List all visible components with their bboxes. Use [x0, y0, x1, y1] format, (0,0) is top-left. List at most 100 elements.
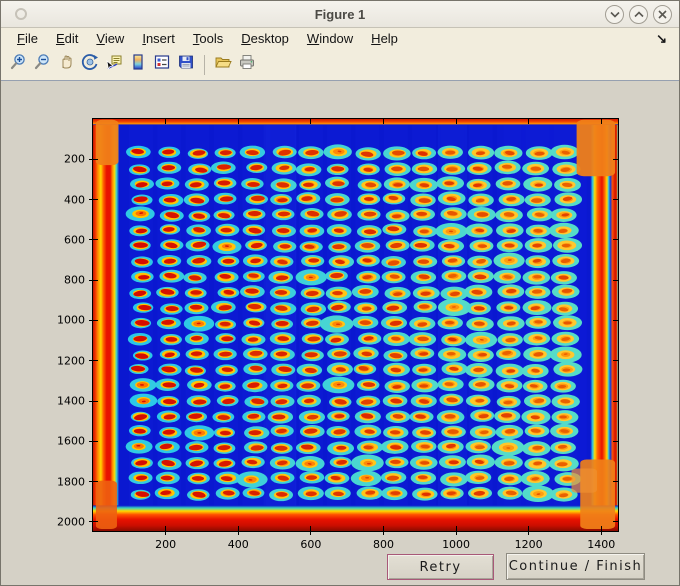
y-tick-mark [613, 239, 618, 241]
y-tick-mark [613, 279, 618, 281]
zoom-in-icon [9, 53, 27, 76]
menu-item-edit[interactable]: Edit [55, 31, 79, 46]
close-button[interactable] [653, 4, 672, 24]
menubar: File Edit View Insert Tools Desktop Window Help… [1, 28, 679, 49]
zoom-out-button[interactable] [30, 53, 54, 77]
x-tick-mark [455, 532, 457, 535]
menu-item-file[interactable]: File [17, 31, 38, 46]
rotate-icon [81, 53, 99, 76]
y-tick-mark [89, 319, 92, 321]
x-tick-mark [165, 119, 167, 124]
y-tick-mark [613, 158, 618, 160]
x-tick-mark [382, 119, 384, 124]
data-cursor-button[interactable] [102, 53, 126, 77]
legend-icon [153, 53, 171, 76]
x-tick-label: 800 [372, 538, 394, 551]
x-tick-label: 600 [300, 538, 322, 551]
x-tick-mark [310, 119, 312, 124]
figure-canvas: 200 400 600 800 1000 1200 1400 200 400 600 800 1000… [1, 81, 679, 585]
y-tick-mark [89, 400, 92, 402]
x-tick-label: 400 [227, 538, 249, 551]
x-tick-mark [455, 119, 457, 124]
x-tick-mark [600, 532, 602, 535]
x-tick-mark [528, 526, 530, 531]
x-tick-mark [165, 532, 167, 535]
insert-legend-button[interactable] [150, 53, 174, 77]
y-tick-mark [613, 521, 618, 523]
continue-finish-button[interactable]: Continue / Finish [506, 553, 645, 580]
toolbar-separator [204, 54, 205, 75]
window-menu-button[interactable] [15, 8, 27, 20]
y-tick-mark [93, 239, 98, 241]
plot-axes[interactable] [92, 118, 619, 532]
rotate-3d-button[interactable] [78, 53, 102, 77]
zoom-in-button[interactable] [6, 53, 30, 77]
x-tick-label: 1000 [442, 538, 471, 551]
x-tick-mark [237, 526, 239, 531]
maximize-button[interactable] [629, 4, 648, 24]
x-tick-mark [528, 532, 530, 535]
x-tick-label: 200 [155, 538, 177, 551]
pan-button[interactable] [54, 53, 78, 77]
y-tick-mark [613, 481, 618, 483]
zoom-out-icon [33, 53, 51, 76]
y-tick-mark [93, 360, 98, 362]
y-tick-mark [89, 239, 92, 241]
x-tick-mark [382, 526, 384, 531]
y-tick-label: 2000 [57, 515, 85, 529]
colorbar-icon [129, 53, 147, 76]
x-tick-mark [310, 532, 312, 535]
minimize-button[interactable] [605, 4, 624, 24]
printer-icon [238, 53, 256, 76]
heatmap-image [93, 119, 618, 531]
y-tick-mark [93, 400, 98, 402]
menu-item-view[interactable]: View [96, 31, 125, 46]
y-tick-mark [613, 199, 618, 201]
y-tick-mark [613, 440, 618, 442]
x-tick-mark [237, 119, 239, 124]
y-tick-mark [613, 319, 618, 321]
save-figure-button[interactable] [174, 53, 198, 77]
y-tick-mark [93, 319, 98, 321]
chevron-up-icon [633, 10, 644, 18]
close-icon [658, 9, 667, 19]
menu-item-window[interactable]: Window [306, 31, 354, 46]
y-tick-mark [89, 440, 92, 442]
x-tick-mark [600, 526, 602, 531]
toolbar [1, 49, 679, 81]
x-tick-mark [310, 526, 312, 531]
x-tick-mark [382, 532, 384, 535]
y-tick-mark [89, 521, 92, 523]
x-tick-mark [600, 119, 602, 124]
y-tick-mark [89, 158, 92, 160]
x-tick-mark [528, 119, 530, 124]
window-title: Figure 1 [314, 6, 366, 22]
retry-button[interactable]: Retry [387, 554, 494, 580]
x-tick-label: 1400 [587, 538, 616, 551]
y-tick-mark [89, 279, 92, 281]
y-tick-label: 1000 [57, 313, 85, 327]
y-tick-mark [89, 199, 92, 201]
y-tick-label: 200 [64, 152, 85, 166]
menu-item-tools[interactable]: Tools [192, 31, 224, 46]
y-tick-mark [93, 440, 98, 442]
print-figure-button[interactable] [235, 53, 259, 77]
hand-icon [57, 53, 75, 76]
menu-item-help[interactable]: Help [371, 31, 398, 46]
y-tick-label: 800 [64, 273, 85, 287]
insert-colorbar-button[interactable] [126, 53, 150, 77]
dock-figure-button[interactable]: ↘ [656, 30, 667, 46]
x-tick-mark [165, 526, 167, 531]
menu-item-insert[interactable]: Insert [142, 31, 175, 46]
chevron-down-icon [609, 11, 620, 18]
menu-item-desktop[interactable]: Desktop [241, 31, 289, 46]
y-tick-mark [93, 158, 98, 160]
y-tick-label: 1200 [57, 354, 85, 368]
x-tick-mark [455, 526, 457, 531]
y-tick-label: 1400 [57, 394, 85, 408]
open-file-button[interactable] [211, 53, 235, 77]
save-icon [177, 53, 195, 76]
data-cursor-icon [105, 53, 123, 76]
x-tick-label: 1200 [514, 538, 543, 551]
